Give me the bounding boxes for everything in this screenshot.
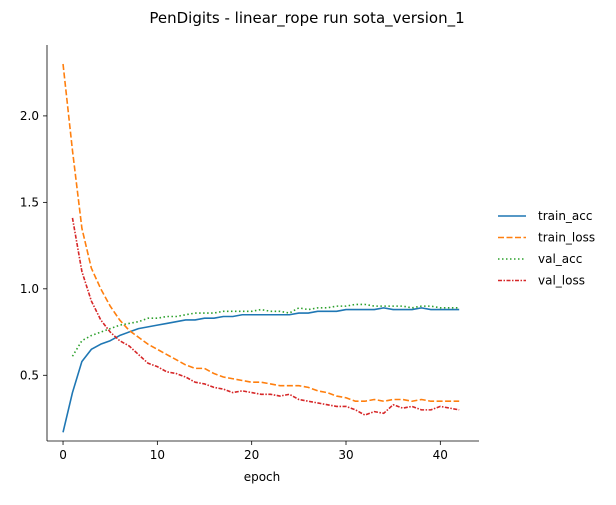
series-line-train-acc (62, 307, 460, 433)
legend-label: train_loss (538, 231, 595, 245)
x-axis-label: epoch (244, 470, 281, 484)
y-tick-label: 1.0 (20, 282, 39, 296)
chart-title: PenDigits - linear_rope run sota_version… (149, 9, 464, 28)
series-line-train-loss (62, 63, 460, 403)
x-tick-label: 0 (59, 448, 67, 462)
x-tick-label: 10 (150, 448, 165, 462)
legend-item-val-loss: val_loss (498, 274, 585, 288)
x-tick-label: 40 (433, 448, 448, 462)
legend-item-train-acc: train_acc (498, 209, 592, 223)
x-tick-label: 30 (338, 448, 353, 462)
y-tick-label: 0.5 (20, 368, 39, 382)
legend-label: train_acc (538, 209, 592, 223)
x-tick-label: 20 (244, 448, 259, 462)
legend-item-val-acc: val_acc (498, 252, 582, 266)
y-axis: 0.5 1.0 1.5 2.0 (20, 45, 48, 441)
y-tick-label: 1.5 (20, 195, 39, 209)
series-line-val-loss (71, 217, 460, 416)
y-tick-label: 2.0 (20, 109, 39, 123)
series-line-val-acc (71, 303, 460, 357)
legend-item-train-loss: train_loss (498, 231, 595, 245)
legend-label: val_acc (538, 252, 582, 266)
x-axis: 0 10 20 30 40 (47, 440, 479, 462)
legend: train_acc train_loss val_acc val_loss (498, 209, 595, 288)
legend-label: val_loss (538, 274, 585, 288)
plot-area (62, 63, 460, 433)
